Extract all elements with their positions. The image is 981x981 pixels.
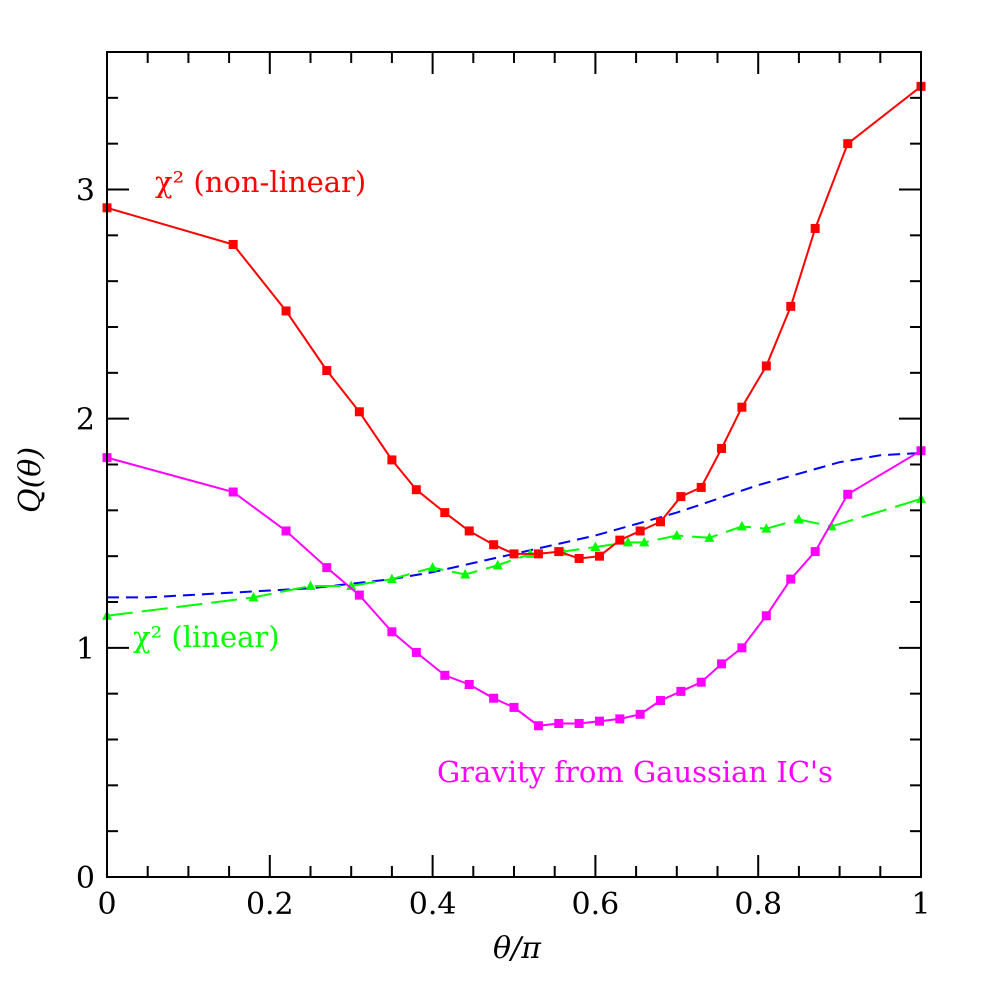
data-point [594,551,604,561]
x-tick-label: 0.6 [572,887,620,922]
data-point [737,643,747,653]
data-point [411,485,421,495]
data-point [554,718,564,728]
data-point [704,532,715,542]
data-point [574,553,584,563]
y-tick-label: 3 [76,174,95,209]
annotation-nonlinear: χ² (non-linear) [155,165,366,199]
data-point [281,526,291,536]
data-point [676,492,686,502]
data-point [281,306,291,316]
data-point [793,514,804,524]
data-point [761,361,771,371]
y-tick-label: 2 [76,403,95,438]
data-point [639,536,650,547]
data-point [387,455,397,465]
data-point [411,647,421,657]
data-point [622,536,633,547]
x-tick-label: 0 [97,887,116,922]
data-point [489,693,499,703]
data-point [656,696,666,706]
data-point [786,574,796,584]
data-point [460,569,471,579]
y-axis-title: Q(θ) [13,447,48,513]
data-point [786,301,796,311]
data-point [761,611,771,621]
series-line-3 [107,452,922,599]
y-tick-label: 0 [76,861,95,896]
data-point [464,526,474,536]
x-tick-label: 0.2 [246,887,294,922]
data-point [322,366,332,376]
data-point [696,677,706,687]
data-point [533,549,543,559]
data-point [322,563,332,573]
data-point [590,541,601,551]
x-tick-label: 0.8 [734,887,782,922]
data-point [810,223,820,233]
data-point [305,580,316,590]
data-point [615,714,625,724]
data-point [489,540,499,550]
data-point [761,523,772,533]
data-point [386,573,397,584]
data-point [354,590,364,600]
x-tick-label: 0.4 [409,887,457,922]
data-point [387,627,397,637]
data-point [843,139,853,149]
data-point [492,559,503,570]
data-point [656,517,666,527]
x-axis-title: θ/π [493,931,542,966]
data-point [810,547,820,557]
data-point [346,580,357,590]
data-point [509,549,519,559]
annotation-linear: χ² (linear) [133,620,280,654]
axis-ticks [106,51,922,878]
data-point [533,721,543,731]
data-point [671,530,682,540]
data-point [736,520,747,531]
data-point [635,526,645,536]
data-point [464,680,474,689]
data-point [696,482,706,492]
data-point [737,402,747,412]
data-point [717,443,727,453]
y-tick-label: 1 [76,632,95,667]
data-point [228,487,238,497]
x-tick-label: 1 [911,887,930,922]
data-point [509,702,519,712]
annotation-gravity: Gravity from Gaussian IC's [437,755,833,789]
data-point [554,547,564,557]
series-line-2 [106,497,922,617]
data-point [594,716,604,726]
data-point [635,709,645,719]
data-point [843,489,853,499]
tick-labels: 0 0.2 0.4 0.6 0.8 1 0 1 2 3 [76,174,931,923]
data-point [676,686,686,696]
data-point [248,591,259,602]
plot-frame [106,51,922,878]
data-point [574,718,584,728]
data-point [717,659,727,669]
data-point [228,240,238,249]
data-point [440,670,450,680]
data-point [354,407,364,417]
data-point [427,562,438,572]
data-point [615,535,625,545]
data-point [440,508,450,518]
